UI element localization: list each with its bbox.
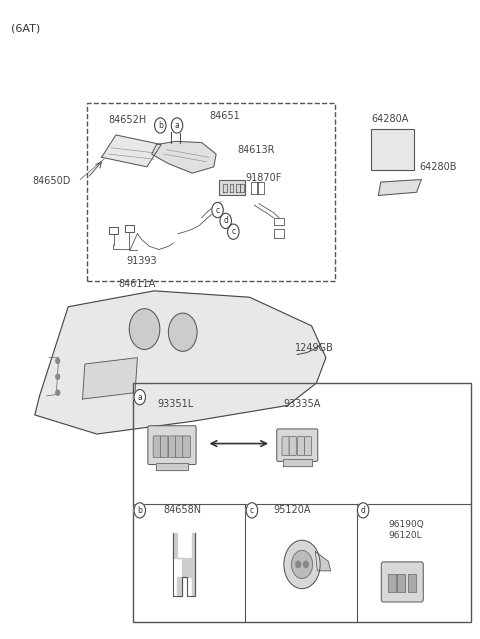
- Text: 84613R: 84613R: [238, 145, 275, 155]
- Circle shape: [134, 390, 145, 404]
- Circle shape: [171, 118, 183, 133]
- Polygon shape: [102, 135, 161, 167]
- Circle shape: [168, 313, 197, 351]
- Circle shape: [134, 503, 145, 518]
- FancyBboxPatch shape: [304, 436, 312, 456]
- FancyBboxPatch shape: [153, 436, 161, 458]
- Polygon shape: [35, 291, 326, 434]
- Polygon shape: [152, 141, 216, 173]
- Circle shape: [212, 203, 223, 218]
- Polygon shape: [156, 463, 188, 470]
- Polygon shape: [83, 358, 137, 399]
- Text: 64280B: 64280B: [419, 162, 456, 172]
- Text: 84658N: 84658N: [164, 505, 202, 516]
- FancyBboxPatch shape: [160, 436, 168, 458]
- Text: a: a: [175, 121, 180, 130]
- Circle shape: [56, 358, 60, 364]
- Text: 84611A: 84611A: [118, 279, 156, 289]
- FancyBboxPatch shape: [168, 436, 176, 458]
- Circle shape: [246, 503, 258, 518]
- Circle shape: [303, 561, 308, 567]
- Polygon shape: [283, 459, 312, 466]
- Polygon shape: [218, 180, 245, 196]
- Text: 64280A: 64280A: [371, 114, 408, 123]
- Polygon shape: [378, 180, 421, 196]
- FancyBboxPatch shape: [297, 436, 304, 456]
- FancyBboxPatch shape: [183, 436, 191, 458]
- Circle shape: [358, 503, 369, 518]
- Text: 93351L: 93351L: [157, 399, 194, 408]
- Text: 93335A: 93335A: [283, 399, 321, 408]
- Circle shape: [155, 118, 166, 133]
- Circle shape: [228, 224, 239, 240]
- FancyBboxPatch shape: [282, 436, 289, 456]
- Text: 84650D: 84650D: [32, 176, 71, 186]
- Text: 91393: 91393: [127, 256, 157, 266]
- Text: 84652H: 84652H: [109, 116, 147, 125]
- Text: 95120A: 95120A: [274, 505, 311, 516]
- FancyBboxPatch shape: [381, 562, 423, 602]
- Text: d: d: [360, 506, 366, 515]
- FancyBboxPatch shape: [289, 436, 296, 456]
- Text: 91870F: 91870F: [246, 173, 282, 183]
- FancyBboxPatch shape: [176, 436, 183, 458]
- Circle shape: [56, 390, 60, 395]
- Circle shape: [284, 540, 320, 589]
- FancyBboxPatch shape: [277, 429, 318, 461]
- Text: b: b: [158, 121, 163, 130]
- Circle shape: [129, 309, 160, 350]
- Circle shape: [291, 550, 312, 578]
- Text: 1249GB: 1249GB: [295, 343, 334, 353]
- Text: c: c: [231, 227, 235, 236]
- Circle shape: [220, 213, 231, 229]
- FancyBboxPatch shape: [148, 426, 196, 465]
- Text: c: c: [250, 506, 254, 515]
- Text: (6AT): (6AT): [11, 24, 40, 34]
- Text: b: b: [137, 506, 142, 515]
- Circle shape: [296, 561, 300, 567]
- Bar: [371, 128, 414, 170]
- Circle shape: [56, 374, 60, 380]
- Text: 84651: 84651: [209, 111, 240, 121]
- Polygon shape: [173, 533, 195, 596]
- Polygon shape: [315, 551, 331, 571]
- Text: 96190Q
96120L: 96190Q 96120L: [388, 520, 424, 540]
- FancyBboxPatch shape: [397, 574, 405, 592]
- Text: a: a: [137, 392, 142, 402]
- FancyBboxPatch shape: [408, 574, 416, 592]
- Text: c: c: [216, 206, 220, 215]
- FancyBboxPatch shape: [388, 574, 396, 592]
- Text: d: d: [223, 217, 228, 226]
